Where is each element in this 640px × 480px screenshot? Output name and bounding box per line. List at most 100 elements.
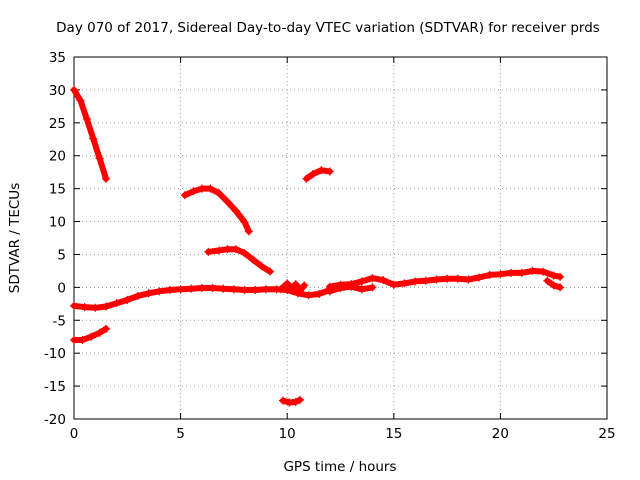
y-tick-label: 30 bbox=[49, 83, 66, 99]
data-point bbox=[507, 268, 516, 277]
chart-title: Day 070 of 2017, Sidereal Day-to-day VTE… bbox=[56, 20, 600, 36]
data-point bbox=[291, 397, 300, 406]
data-point bbox=[347, 282, 356, 291]
data-point bbox=[304, 291, 313, 300]
series-trace bbox=[303, 167, 333, 182]
data-point bbox=[101, 324, 110, 333]
y-tick-label: 0 bbox=[57, 280, 66, 296]
y-tick-label: 5 bbox=[57, 247, 66, 263]
data-point bbox=[464, 275, 473, 284]
data-point bbox=[421, 276, 430, 285]
data-point bbox=[325, 287, 334, 296]
data-point bbox=[240, 249, 249, 258]
data-point bbox=[180, 191, 189, 200]
data-point bbox=[291, 280, 300, 289]
data-point bbox=[229, 285, 238, 294]
data-point bbox=[549, 281, 558, 290]
data-point bbox=[87, 332, 96, 341]
data-point bbox=[89, 134, 98, 143]
y-tick-label: 25 bbox=[49, 116, 66, 132]
data-point bbox=[240, 285, 249, 294]
data-point bbox=[379, 276, 388, 285]
series-arc-22-tail bbox=[543, 276, 565, 292]
data-point bbox=[197, 184, 206, 193]
x-tick-label: 0 bbox=[70, 426, 79, 442]
data-point bbox=[165, 285, 174, 294]
series-arc-hump-15 bbox=[180, 184, 253, 236]
series-arc-17 bbox=[302, 166, 334, 183]
data-point bbox=[357, 277, 366, 286]
data-point bbox=[556, 283, 565, 292]
data-point bbox=[300, 281, 309, 290]
data-point bbox=[204, 247, 213, 256]
data-point bbox=[443, 274, 452, 283]
y-tick-label: -15 bbox=[44, 379, 66, 395]
series-trace bbox=[205, 246, 274, 275]
x-tick-label: 25 bbox=[598, 426, 615, 442]
data-point bbox=[214, 189, 223, 198]
data-point bbox=[208, 284, 217, 293]
series-arc-hump-6 bbox=[204, 245, 275, 276]
data-point bbox=[251, 285, 260, 294]
plot-frame bbox=[73, 56, 608, 420]
data-point bbox=[101, 302, 110, 311]
data-point bbox=[78, 336, 87, 345]
data-point bbox=[528, 266, 537, 275]
data-point bbox=[315, 289, 324, 298]
data-point bbox=[295, 286, 304, 295]
data-point bbox=[257, 262, 266, 271]
data-point bbox=[496, 270, 505, 279]
data-point bbox=[133, 291, 142, 300]
data-point bbox=[336, 284, 345, 293]
data-point bbox=[543, 276, 552, 285]
data-point bbox=[189, 187, 198, 196]
data-point bbox=[80, 303, 89, 312]
data-point bbox=[123, 295, 132, 304]
data-point bbox=[223, 245, 232, 254]
data-point bbox=[155, 287, 164, 296]
series-arc-neg8 bbox=[70, 324, 110, 345]
series-arc-10-spike bbox=[276, 279, 309, 295]
y-tick-label: -20 bbox=[44, 412, 66, 428]
data-point bbox=[223, 197, 232, 206]
data-point bbox=[214, 246, 223, 255]
series-trace bbox=[277, 280, 308, 294]
data-point bbox=[266, 267, 275, 276]
data-point bbox=[70, 301, 78, 310]
data-point bbox=[244, 227, 253, 236]
data-point bbox=[287, 284, 296, 293]
data-point bbox=[485, 270, 494, 279]
data-point bbox=[432, 275, 441, 284]
data-point bbox=[206, 184, 215, 193]
data-point bbox=[411, 277, 420, 286]
data-point bbox=[91, 303, 100, 312]
data-point bbox=[276, 285, 285, 294]
data-point bbox=[278, 396, 287, 405]
data-point bbox=[232, 207, 241, 216]
x-tick-label: 20 bbox=[492, 426, 509, 442]
data-point bbox=[112, 299, 121, 308]
data-point bbox=[283, 279, 292, 288]
data-point bbox=[308, 170, 317, 179]
data-point bbox=[549, 271, 558, 280]
series-trace bbox=[71, 325, 109, 343]
data-point bbox=[357, 285, 366, 294]
x-tick-label: 15 bbox=[385, 426, 402, 442]
data-point bbox=[295, 395, 304, 404]
series-arc-12-drop bbox=[325, 282, 377, 296]
data-point bbox=[144, 289, 153, 298]
data-point bbox=[389, 280, 398, 289]
data-point bbox=[368, 274, 377, 283]
data-point bbox=[475, 273, 484, 282]
data-point bbox=[261, 285, 270, 294]
y-tick-label: 10 bbox=[49, 215, 66, 231]
x-tick-label: 10 bbox=[279, 426, 296, 442]
data-point bbox=[325, 167, 334, 176]
x-tick-label: 5 bbox=[176, 426, 185, 442]
data-point bbox=[82, 114, 91, 123]
data-points bbox=[70, 85, 565, 407]
series-trace bbox=[181, 185, 252, 235]
grid-lines bbox=[74, 57, 607, 419]
data-point bbox=[517, 268, 526, 277]
axis-ticks: 0 5 10 15 20 25 -20 -15 -10 -5 0 5 10 15 20 25 30 35 bbox=[44, 50, 616, 442]
